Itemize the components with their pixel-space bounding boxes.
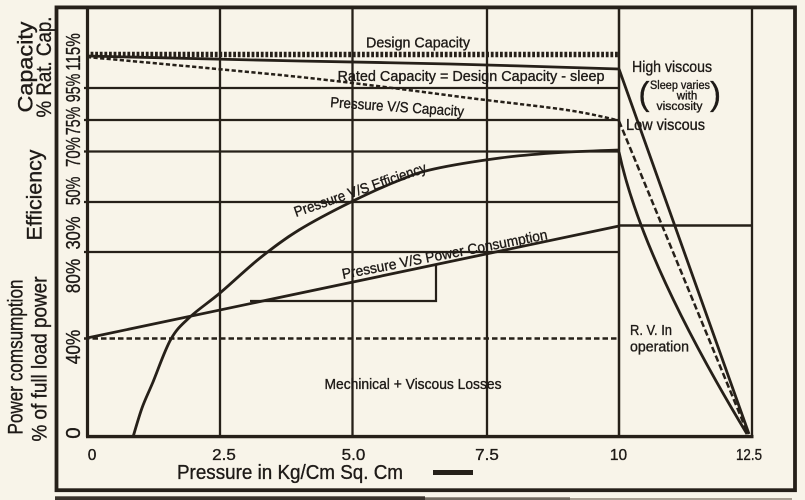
svg-text:Capacity: Capacity [15, 21, 38, 113]
svg-text:viscosity: viscosity [657, 101, 703, 113]
svg-text:High viscous: High viscous [632, 59, 712, 76]
svg-text:with: with [676, 91, 697, 103]
svg-text:70%: 70% [62, 137, 85, 167]
svg-text:0: 0 [62, 427, 85, 438]
svg-text:50%: 50% [62, 177, 85, 206]
svg-text:% Rat. Cap.: % Rat. Cap. [33, 17, 56, 118]
svg-text:Design Capacity: Design Capacity [366, 35, 470, 52]
svg-text:Sleep varies: Sleep varies [650, 80, 710, 92]
svg-text:12.5: 12.5 [736, 447, 762, 464]
svg-text:75%: 75% [62, 107, 85, 136]
svg-text:10: 10 [610, 447, 628, 464]
svg-text:): ) [710, 75, 721, 112]
svg-text:Mechinical + Viscous Losses: Mechinical + Viscous Losses [325, 377, 502, 393]
svg-text:Efficiency: Efficiency [24, 149, 47, 240]
svg-text:% of full load power: % of full load power [29, 277, 52, 442]
svg-text:Low viscous: Low viscous [626, 117, 705, 134]
svg-text:(: ( [639, 75, 650, 112]
svg-text:80%: 80% [62, 259, 85, 294]
svg-text:2.5: 2.5 [212, 447, 236, 464]
svg-text:Power comsumption: Power comsumption [5, 280, 28, 435]
svg-text:95%: 95% [62, 74, 85, 103]
svg-text:7.5: 7.5 [475, 447, 499, 464]
svg-text:30%: 30% [62, 217, 85, 250]
svg-text:Pressure in Kg/Cm Sq. Cm: Pressure in Kg/Cm Sq. Cm [177, 462, 403, 484]
svg-text:5.0: 5.0 [342, 447, 366, 464]
svg-text:R. V. In: R. V. In [630, 323, 672, 339]
svg-text:115%: 115% [62, 33, 85, 71]
svg-text:operation: operation [630, 340, 689, 356]
svg-text:0: 0 [88, 447, 97, 464]
svg-text:Rated Capacity = Design Capaci: Rated Capacity = Design Capacity - sleep [338, 69, 605, 85]
svg-text:40%: 40% [62, 330, 85, 365]
